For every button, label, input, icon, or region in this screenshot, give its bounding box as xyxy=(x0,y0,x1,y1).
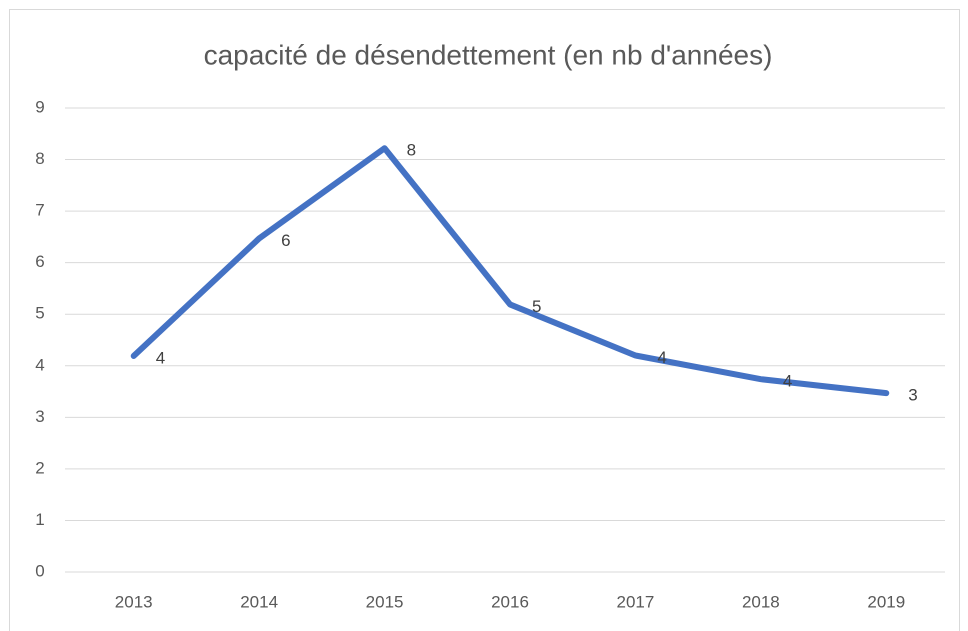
y-tick-label: 2 xyxy=(35,458,44,477)
x-tick-label: 2016 xyxy=(491,592,529,611)
y-tick-label: 8 xyxy=(35,149,44,168)
y-tick-label: 0 xyxy=(35,561,44,580)
y-tick-label: 7 xyxy=(35,201,44,220)
data-label: 4 xyxy=(657,348,666,367)
y-tick-label: 1 xyxy=(35,510,44,529)
x-tick-label: 2018 xyxy=(742,592,780,611)
data-label: 4 xyxy=(156,348,165,367)
x-tick-label: 2017 xyxy=(617,592,655,611)
y-tick-label: 4 xyxy=(35,355,44,374)
line xyxy=(130,145,890,397)
data-label: 6 xyxy=(281,231,290,250)
data-label: 8 xyxy=(407,141,416,160)
x-tick-label: 2013 xyxy=(115,592,153,611)
chart-title: capacité de désendettement (en nb d'anné… xyxy=(204,39,773,70)
x-tick-label: 2015 xyxy=(366,592,404,611)
y-tick-label: 6 xyxy=(35,252,44,271)
data-label: 3 xyxy=(908,386,917,405)
data-label: 5 xyxy=(532,297,541,316)
data-label: 4 xyxy=(783,372,792,391)
y-tick-label: 3 xyxy=(35,407,44,426)
x-tick-label: 2019 xyxy=(867,592,905,611)
y-tick-label: 5 xyxy=(35,304,44,323)
x-tick-label: 2014 xyxy=(240,592,278,611)
chart-border xyxy=(9,9,960,631)
y-tick-label: 9 xyxy=(35,97,44,116)
